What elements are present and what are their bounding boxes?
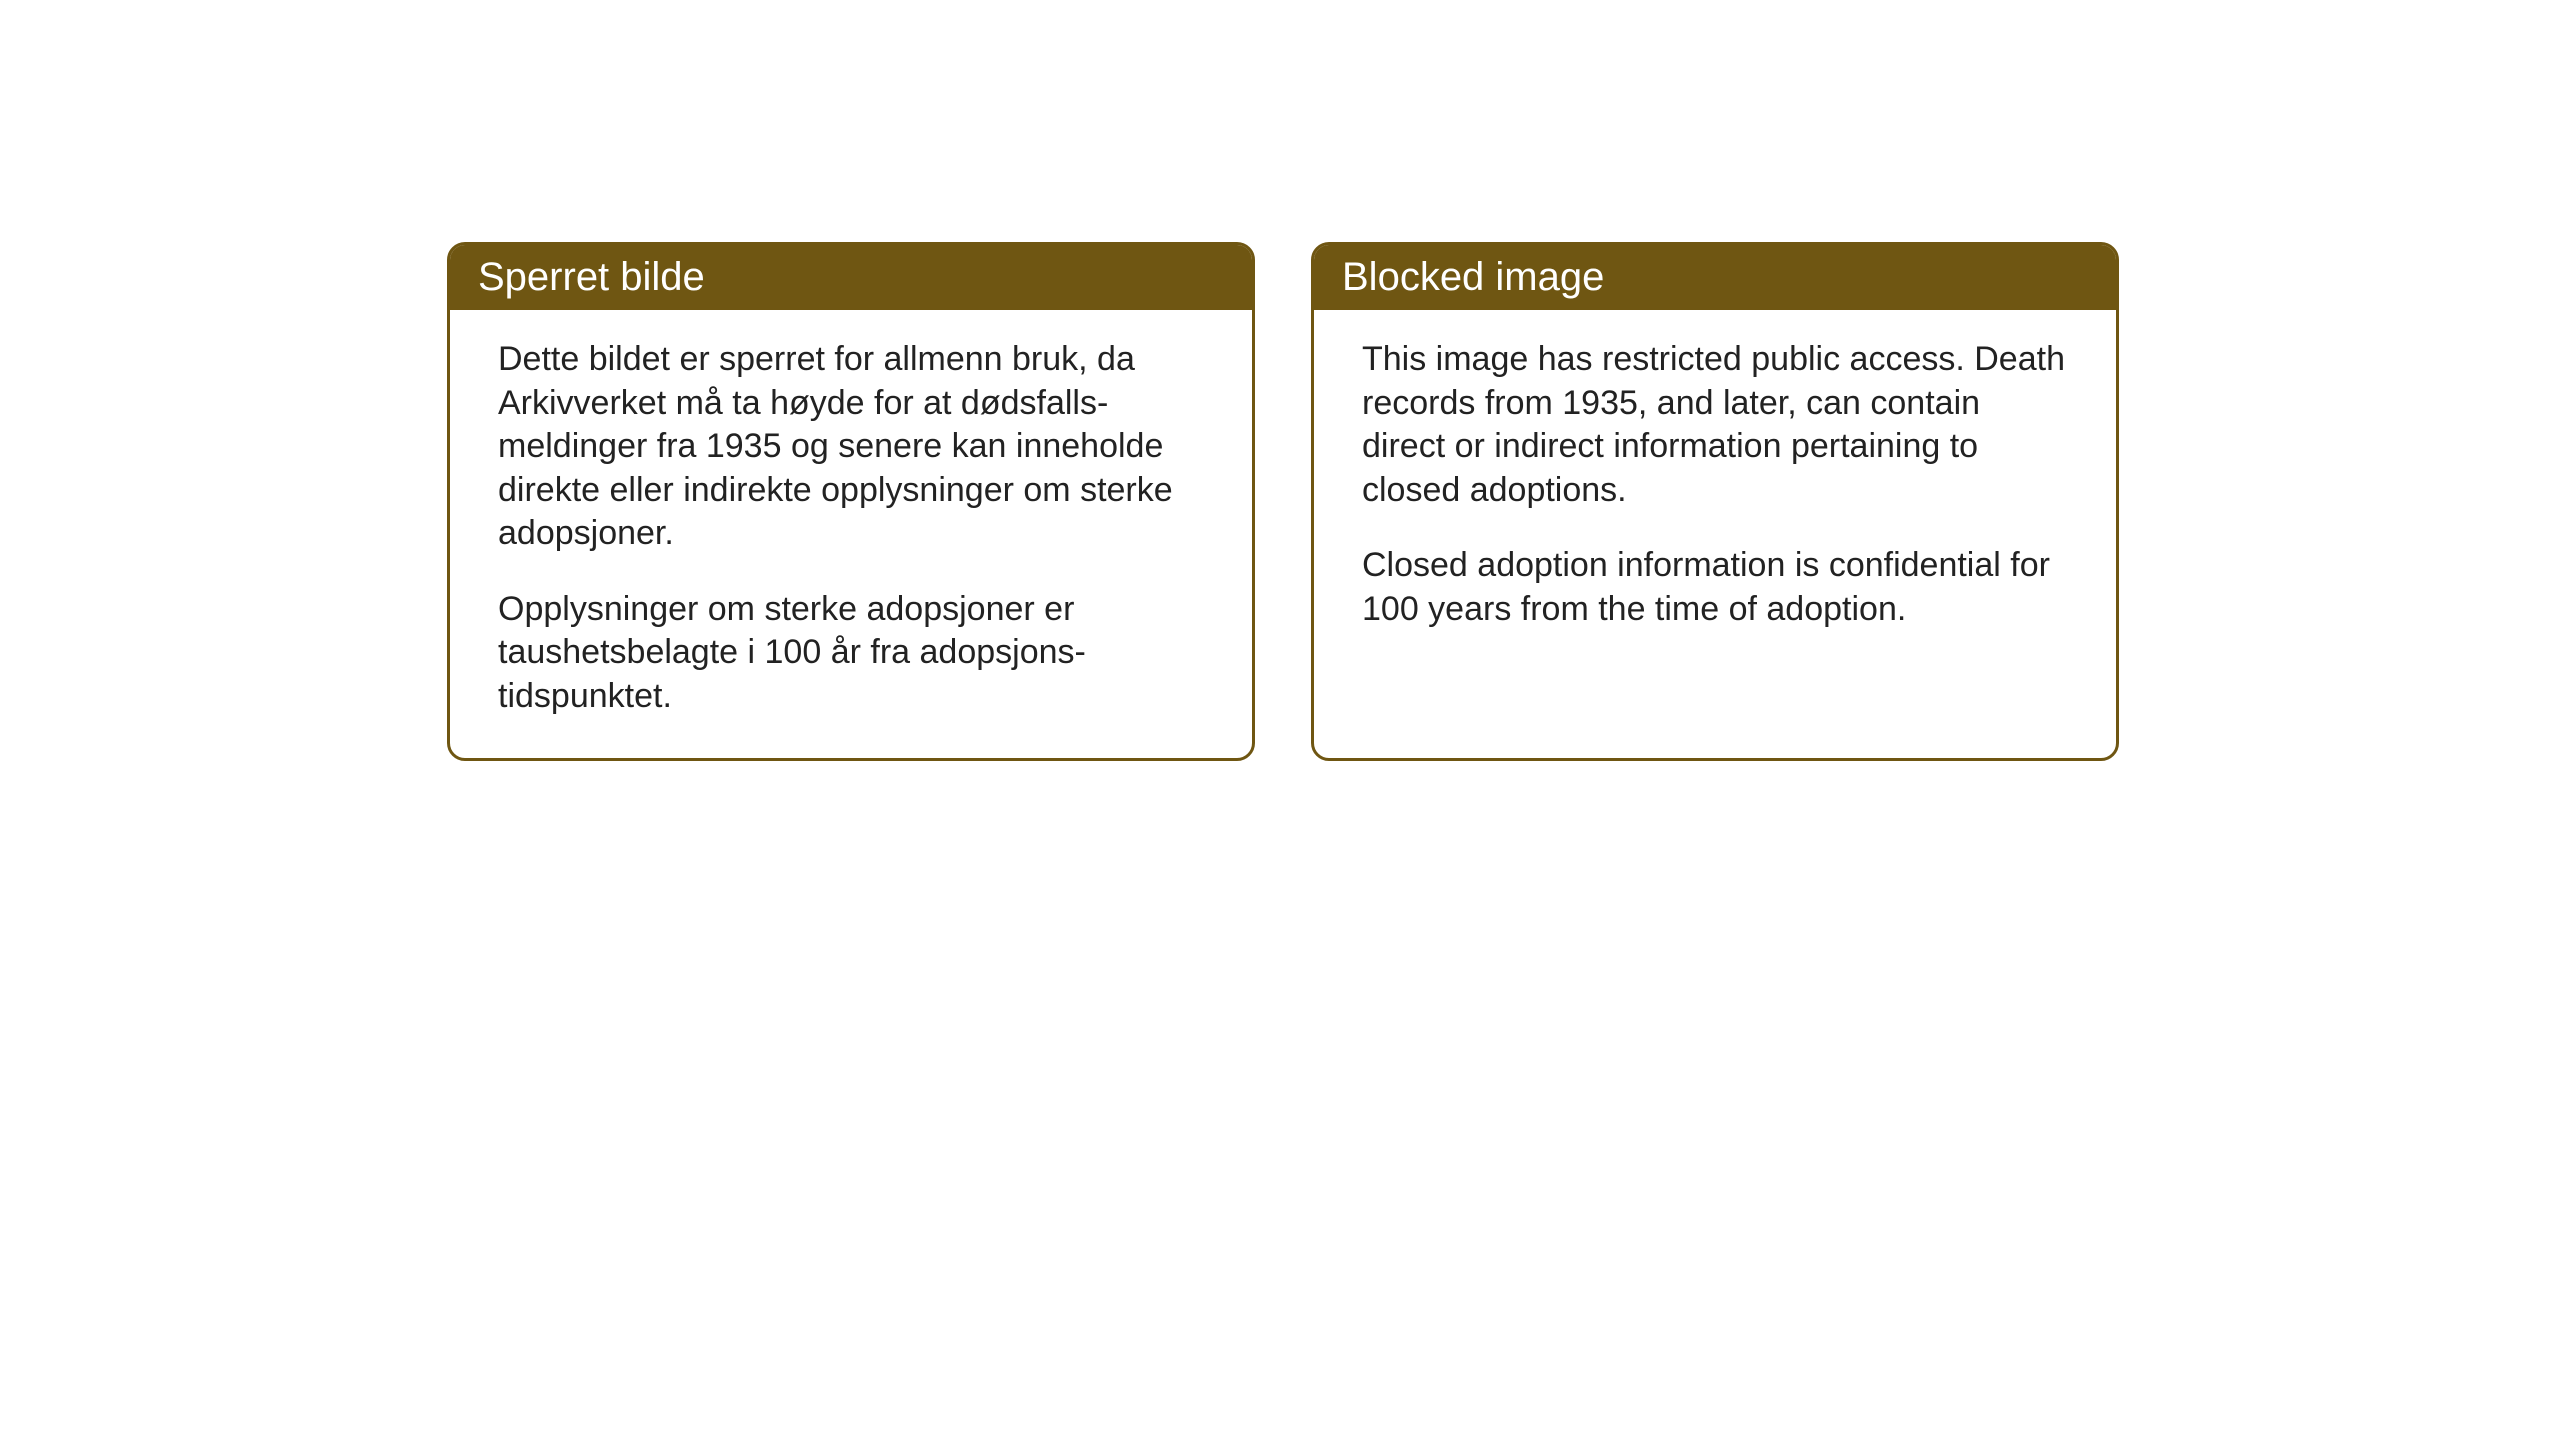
card-para1-english: This image has restricted public access.… — [1362, 338, 2068, 512]
card-english: Blocked image This image has restricted … — [1311, 242, 2119, 761]
card-para2-english: Closed adoption information is confident… — [1362, 544, 2068, 631]
card-title-english: Blocked image — [1342, 255, 1604, 299]
card-para1-norwegian: Dette bildet er sperret for allmenn bruk… — [498, 338, 1204, 556]
card-body-norwegian: Dette bildet er sperret for allmenn bruk… — [450, 310, 1252, 758]
card-title-norwegian: Sperret bilde — [478, 255, 705, 299]
card-header-english: Blocked image — [1314, 245, 2116, 310]
card-para2-norwegian: Opplysninger om sterke adopsjoner er tau… — [498, 588, 1204, 719]
cards-container: Sperret bilde Dette bildet er sperret fo… — [447, 242, 2119, 761]
card-header-norwegian: Sperret bilde — [450, 245, 1252, 310]
card-norwegian: Sperret bilde Dette bildet er sperret fo… — [447, 242, 1255, 761]
card-body-english: This image has restricted public access.… — [1314, 310, 2116, 671]
